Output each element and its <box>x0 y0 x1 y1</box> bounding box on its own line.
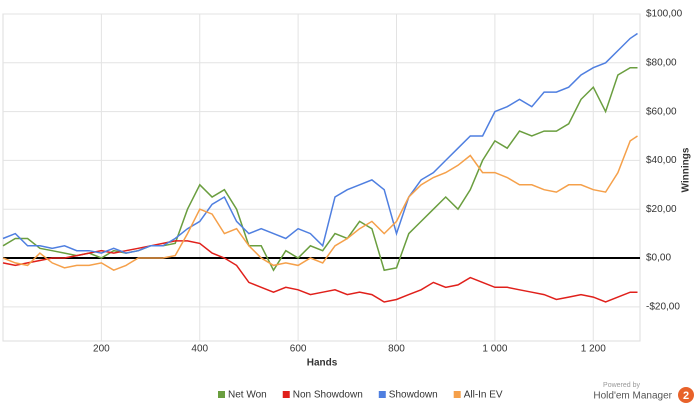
x-axis-label: Hands <box>307 358 338 369</box>
y-tick-label: $60,00 <box>646 106 677 117</box>
legend: Net Won Non Showdown Showdown All-In EV <box>218 390 503 401</box>
logo-badge-circle <box>678 387 694 403</box>
legend-label: Showdown <box>389 390 438 401</box>
legend-swatch <box>218 391 225 398</box>
x-tick-label: 1 000 <box>482 344 507 355</box>
series-line <box>2 32 638 254</box>
logo-caption: Powered by <box>603 382 640 389</box>
y-tick-label: $40,00 <box>646 155 677 166</box>
x-tick-label: 200 <box>93 344 110 355</box>
x-tick-label: 400 <box>191 344 208 355</box>
legend-swatch <box>282 391 290 398</box>
logo-name: Hold'em Manager <box>593 391 672 402</box>
y-tick-label: $0,00 <box>646 253 671 264</box>
grid <box>2 13 641 342</box>
y-tick-label: $20,00 <box>646 204 677 215</box>
y-tick-label: $80,00 <box>646 57 677 68</box>
y-tick-label: $100,00 <box>646 9 683 20</box>
legend-swatch <box>378 391 386 398</box>
series-line <box>2 135 638 272</box>
y-tick-label: -$20,00 <box>646 301 680 312</box>
legend-label: Net Won <box>228 390 267 401</box>
legend-label: All-In EV <box>464 390 503 401</box>
x-tick-label: 1 200 <box>581 344 606 355</box>
series-line <box>2 66 638 272</box>
x-tick-label: 600 <box>290 344 307 355</box>
legend-label: Non Showdown <box>293 390 363 401</box>
legend-swatch <box>453 391 461 398</box>
logo-badge: 2 <box>683 390 689 402</box>
logo: Powered by Hold'em Manager 2 <box>593 382 694 403</box>
y-axis-label: Winnings <box>681 147 692 192</box>
x-tick-label: 800 <box>388 344 405 355</box>
series-line <box>2 240 638 303</box>
